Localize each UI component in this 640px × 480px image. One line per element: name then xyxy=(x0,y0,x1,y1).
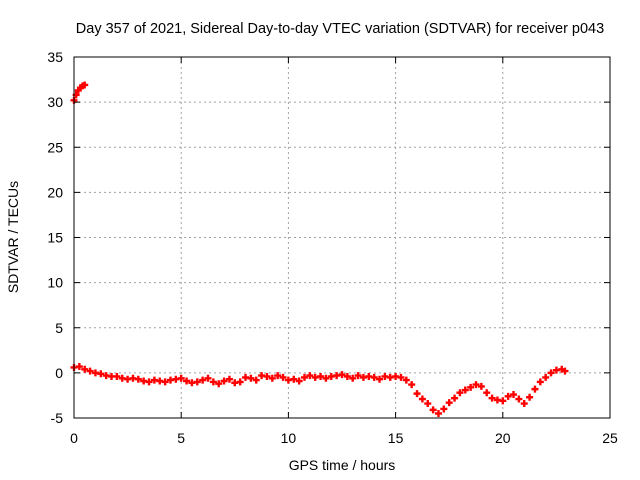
data-point xyxy=(215,380,223,388)
data-point xyxy=(300,373,308,381)
data-point xyxy=(456,389,464,397)
data-point xyxy=(477,382,485,390)
data-point xyxy=(236,378,244,386)
data-point xyxy=(113,372,121,380)
data-point xyxy=(295,377,303,385)
data-point xyxy=(531,385,539,393)
data-point xyxy=(204,374,212,382)
y-axis-ticks: -5 0 5 10 15 20 25 30 35 xyxy=(47,49,610,426)
data-point xyxy=(472,381,480,389)
y-tick-label: 30 xyxy=(47,94,63,110)
data-point xyxy=(354,372,362,380)
y-tick-label: 20 xyxy=(47,184,63,200)
data-point xyxy=(397,373,405,381)
data-point xyxy=(199,376,207,384)
data-point xyxy=(504,392,512,400)
data-point xyxy=(515,395,523,403)
x-tick-label: 0 xyxy=(70,430,78,446)
x-tick-label: 10 xyxy=(281,430,297,446)
data-point xyxy=(161,378,169,386)
data-point xyxy=(413,390,421,398)
data-point xyxy=(317,372,325,380)
data-point xyxy=(86,367,94,375)
data-point xyxy=(338,371,346,379)
data-point xyxy=(547,369,555,377)
data-point xyxy=(306,372,314,380)
data-point xyxy=(209,378,217,386)
data-point xyxy=(177,374,185,382)
x-axis-ticks: 0 5 10 15 20 25 xyxy=(70,57,618,446)
data-point xyxy=(451,394,459,402)
data-point xyxy=(424,400,432,408)
x-tick-label: 25 xyxy=(602,430,618,446)
data-point xyxy=(376,375,384,383)
data-point xyxy=(499,397,507,405)
x-tick-label: 15 xyxy=(388,430,404,446)
y-tick-label: 10 xyxy=(47,275,63,291)
data-point xyxy=(510,391,518,399)
data-point xyxy=(440,405,448,413)
x-tick-label: 5 xyxy=(177,430,185,446)
y-tick-label: 5 xyxy=(55,320,63,336)
data-point xyxy=(526,393,534,401)
data-point xyxy=(268,374,276,382)
data-point xyxy=(274,372,282,380)
data-point xyxy=(193,378,201,386)
y-axis-label: SDTVAR / TECUs xyxy=(5,181,21,293)
gridlines xyxy=(74,57,610,418)
data-point xyxy=(343,372,351,380)
data-point xyxy=(247,374,255,382)
data-point xyxy=(290,375,298,383)
data-point xyxy=(418,395,426,403)
data-point xyxy=(145,378,153,386)
x-tick-label: 20 xyxy=(495,430,511,446)
data-point xyxy=(279,373,287,381)
data-point xyxy=(252,376,260,384)
chart-title: Day 357 of 2021, Sidereal Day-to-day VTE… xyxy=(76,21,604,37)
data-point xyxy=(97,370,105,378)
data-point xyxy=(483,389,491,397)
data-point xyxy=(349,374,357,382)
y-tick-label: -5 xyxy=(51,410,64,426)
data-points xyxy=(70,81,569,417)
y-tick-label: 35 xyxy=(47,49,63,65)
data-point xyxy=(445,399,453,407)
data-point xyxy=(322,374,330,382)
data-point xyxy=(542,373,550,381)
data-point xyxy=(467,383,475,391)
data-point xyxy=(429,406,437,414)
y-tick-label: 0 xyxy=(55,365,63,381)
data-point xyxy=(370,373,378,381)
y-tick-label: 25 xyxy=(47,139,63,155)
x-axis-label: GPS time / hours xyxy=(289,457,396,473)
data-point xyxy=(520,400,528,408)
data-point xyxy=(183,377,191,385)
data-point xyxy=(134,375,142,383)
data-point xyxy=(220,377,228,385)
y-tick-label: 15 xyxy=(47,230,63,246)
data-point xyxy=(461,386,469,394)
data-point xyxy=(488,394,496,402)
data-point xyxy=(536,378,544,386)
data-point xyxy=(434,409,442,417)
data-point xyxy=(561,367,569,375)
data-point xyxy=(402,376,410,384)
data-point xyxy=(81,81,89,89)
data-point xyxy=(263,372,271,380)
data-point xyxy=(75,363,83,371)
data-point xyxy=(81,365,89,373)
data-point xyxy=(408,381,416,389)
data-point xyxy=(225,375,233,383)
